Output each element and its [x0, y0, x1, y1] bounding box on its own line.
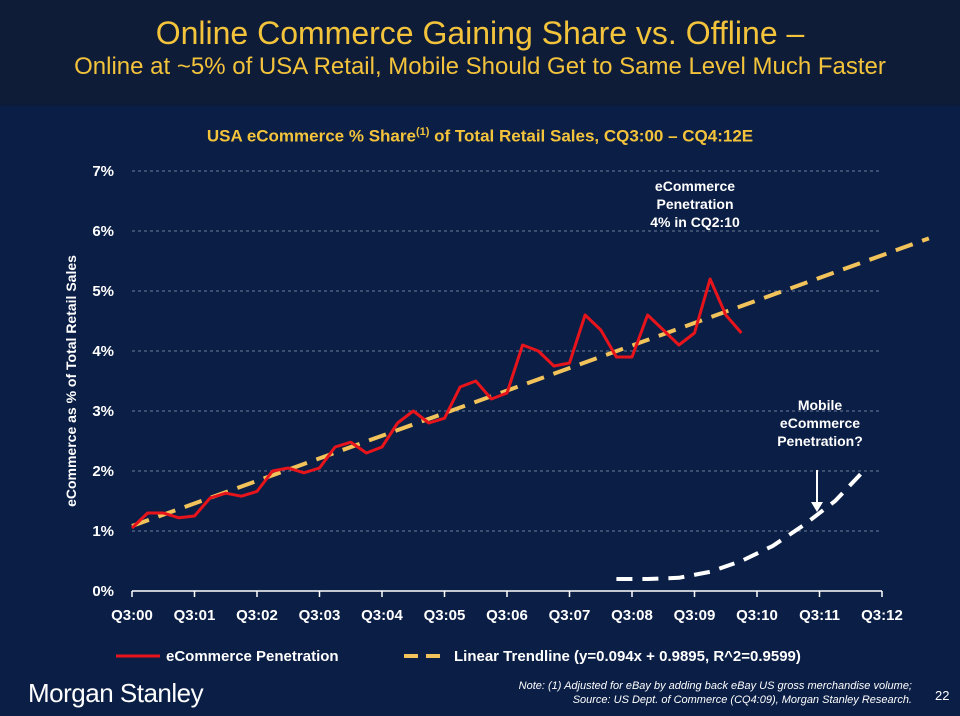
- footnote-line-2: Source: US Dept. of Commerce (CQ4:09), M…: [572, 694, 912, 706]
- x-tick-label: Q3:12: [861, 607, 903, 624]
- trendline-series: [131, 236, 930, 528]
- x-tick-label: Q3:03: [299, 607, 341, 624]
- mobile-annotation-line: eCommerce: [780, 415, 860, 431]
- penetration-annotation-line: Penetration: [656, 196, 733, 212]
- chart-title-rest: of Total Retail Sales, CQ3:00 – CQ4:12E: [429, 126, 754, 146]
- x-tick-label: Q3:09: [674, 607, 716, 624]
- footnote: Note: (1) Adjusted for eBay by adding ba…: [392, 679, 912, 707]
- ecommerce-penetration-series: [130, 277, 743, 530]
- y-tick-label: 7%: [92, 163, 114, 180]
- chart-title-main: USA eCommerce % Share: [206, 126, 416, 146]
- morgan-stanley-logo: Morgan Stanley: [28, 678, 204, 708]
- y-tick-label: 1%: [92, 523, 114, 540]
- page-number: 22: [935, 688, 950, 703]
- x-tick-label: Q3:11: [799, 607, 840, 624]
- x-tick-label: Q3:08: [611, 607, 653, 624]
- legend-label-trendline: Linear Trendline (y=0.094x + 0.9895, R^2…: [454, 648, 801, 665]
- y-tick-label: 2%: [92, 463, 114, 480]
- x-tick-label: Q3:04: [361, 607, 403, 624]
- y-tick-label: 4%: [92, 343, 114, 360]
- legend-label-ecommerce: eCommerce Penetration: [166, 648, 339, 665]
- penetration-annotation-line: eCommerce: [655, 178, 735, 194]
- x-tick-label: Q3:06: [486, 607, 528, 624]
- y-tick-label: 3%: [92, 403, 114, 420]
- mobile-annotation-line: Penetration?: [777, 433, 863, 449]
- x-tick-label: Q3:02: [236, 607, 278, 624]
- annotation-arrow-head: [811, 502, 823, 512]
- footnote-line-1: Note: (1) Adjusted for eBay by adding ba…: [518, 680, 912, 692]
- x-tick-label: Q3:05: [424, 607, 466, 624]
- y-tick-label: 0%: [92, 583, 114, 600]
- x-tick-label: Q3:00: [111, 607, 153, 624]
- x-tick-label: Q3:10: [736, 607, 778, 624]
- x-tick-label: Q3:01: [174, 607, 216, 624]
- x-tick-label: Q3:07: [549, 607, 591, 624]
- y-tick-label: 6%: [92, 223, 114, 240]
- chart-title: USA eCommerce % Share(1) of Total Retail…: [0, 126, 960, 147]
- chart-title-footnote-ref: (1): [415, 126, 430, 138]
- y-axis-label: eCommerce as % of Total Retail Sales: [63, 255, 79, 507]
- slide-subtitle: Online at ~5% of USA Retail, Mobile Shou…: [74, 53, 886, 80]
- slide-title: Online Commerce Gaining Share vs. Offlin…: [155, 15, 805, 51]
- mobile-ecommerce-series: [616, 466, 868, 581]
- slide-header: Online Commerce Gaining Share vs. Offlin…: [0, 0, 960, 104]
- penetration-annotation-line: 4% in CQ2:10: [650, 214, 740, 230]
- y-tick-label: 5%: [92, 283, 114, 300]
- mobile-annotation-line: Mobile: [798, 397, 843, 413]
